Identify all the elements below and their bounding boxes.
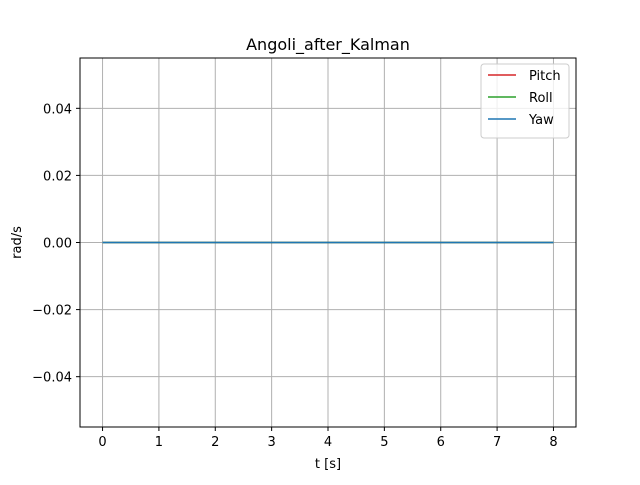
x-tick-label: 6 — [437, 435, 445, 450]
y-tick-label: 0.00 — [43, 237, 72, 252]
y-tick-label: −0.02 — [32, 304, 72, 319]
x-tick-label: 7 — [493, 435, 501, 450]
legend-label-yaw: Yaw — [528, 113, 554, 128]
x-tick-label: 3 — [267, 435, 275, 450]
y-tick-label: −0.04 — [32, 371, 72, 386]
x-tick-label: 2 — [211, 435, 219, 450]
chart-title: Angoli_after_Kalman — [246, 35, 410, 55]
axis-ticks: 0 1 2 3 4 5 6 7 8 −0.04 −0.02 0.00 0.02 0.04 — [32, 102, 557, 450]
x-tick-label: 1 — [155, 435, 163, 450]
legend-label-pitch: Pitch — [529, 69, 561, 84]
legend-label-roll: Roll — [529, 91, 553, 106]
legend: Pitch Roll Yaw — [480, 63, 570, 139]
y-axis-label: rad/s — [10, 226, 25, 259]
x-tick-label: 5 — [380, 435, 388, 450]
y-tick-label: 0.04 — [43, 102, 72, 117]
x-tick-label: 4 — [324, 435, 332, 450]
x-tick-label: 8 — [549, 435, 557, 450]
x-axis-label: t [s] — [315, 457, 341, 472]
x-tick-label: 0 — [98, 435, 106, 450]
y-tick-label: 0.02 — [43, 169, 72, 184]
